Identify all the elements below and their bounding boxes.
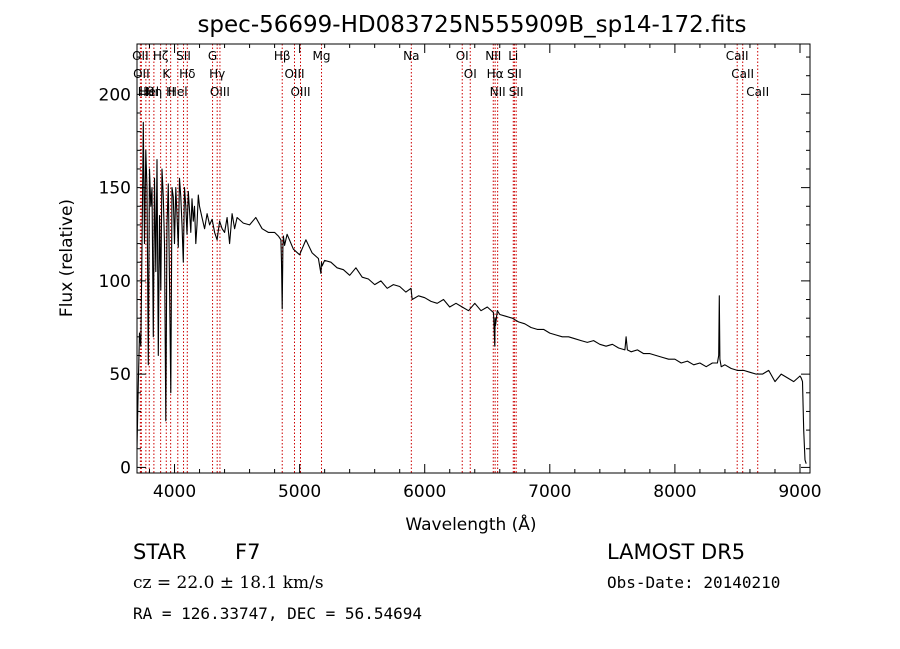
marker-label-19: OI [456,49,469,63]
marker-label-23: NII [490,85,506,99]
x-tick-label-2: 6000 [403,482,446,502]
axis-ticks: 4000 5000 6000 7000 8000 9000 0 50 100 150 200 [99,44,822,502]
marker-label-7: H [166,85,175,99]
observation-date: Obs-Date: 20140210 [607,573,781,592]
coordinates-info: RA = 126.33747, DEC = 56.54694 [133,604,422,623]
marker-label-13: OIII [210,85,230,99]
spectral-line-markers [139,44,759,473]
survey-name: LAMOST DR5 [607,540,746,564]
marker-label-15: OIII [284,67,304,81]
spectrum-series-line [136,121,807,464]
marker-label-27: CaII [726,49,749,63]
marker-label-16: OIII [290,85,310,99]
spectral-line-labels: OIIOIIHθHelHηHζKHHelSIIHδGHγOIIIHβOIIIOI… [132,49,769,99]
marker-label-10: Hδ [179,67,195,81]
marker-label-22: Hα [487,67,504,81]
marker-label-5: Hζ [153,49,169,63]
y-tick-label-0: 0 [120,458,131,478]
marker-label-12: Hγ [209,67,225,81]
marker-label-29: CaII [746,85,769,99]
y-tick-label-2: 100 [99,272,131,292]
marker-label-9: SII [176,49,191,63]
x-tick-label-4: 8000 [653,482,696,502]
y-axis-label: Flux (relative) [57,199,77,317]
marker-label-11: G [208,49,217,63]
marker-label-24: Li [508,49,518,63]
marker-label-4: Hη [146,85,163,99]
marker-label-1: OII [133,67,150,81]
x-tick-label-5: 9000 [778,482,821,502]
marker-label-2: Hθ [138,85,154,99]
subclass: F7 [235,540,261,564]
marker-label-18: Na [403,49,419,63]
marker-label-0: OII [132,49,149,63]
marker-label-3: Hel [139,85,159,99]
x-tick-label-1: 5000 [278,482,321,502]
marker-label-26: SII [509,85,524,99]
marker-label-21: NII [485,49,501,63]
plot-frame [136,43,811,474]
object-class: STAR [133,540,187,564]
y-tick-label-4: 200 [99,85,131,105]
y-tick-label-1: 50 [109,365,131,385]
marker-label-6: K [162,67,171,81]
chart-title: spec-56699-HD083725N555909B_sp14-172.fit… [197,12,746,38]
marker-label-25: SII [507,67,522,81]
x-tick-label-3: 7000 [528,482,571,502]
marker-label-14: Hβ [274,49,291,63]
marker-label-17: Mg [313,49,331,63]
y-tick-label-3: 150 [99,179,131,199]
marker-label-20: OI [464,67,477,81]
marker-label-8: Hel [168,85,188,99]
redshift-info: cz = 22.0 ± 18.1 km/s [133,573,324,593]
marker-label-28: CaII [731,67,754,81]
x-tick-label-0: 4000 [153,482,196,502]
x-axis-label: Wavelength (Å) [405,513,536,535]
